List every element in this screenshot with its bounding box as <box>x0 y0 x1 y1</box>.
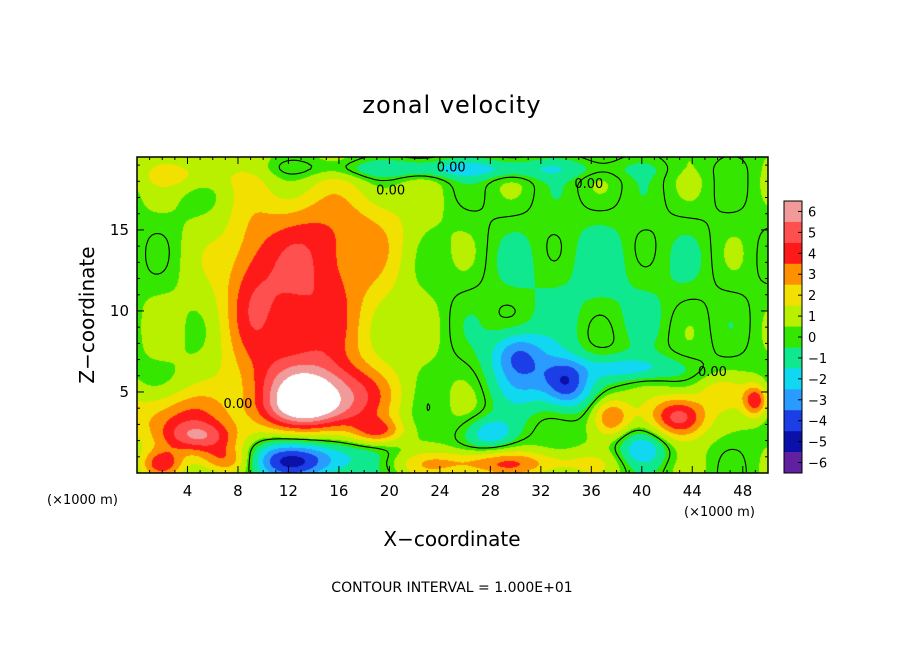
colorbar-label: −4 <box>808 415 827 430</box>
zero-contour <box>145 156 768 473</box>
colorbar-swatch <box>784 389 802 411</box>
x-tick-label: 16 <box>329 482 348 500</box>
zero-contour-lines <box>145 156 768 473</box>
x-tick-label: 28 <box>481 482 500 500</box>
colorbar-swatch <box>784 284 802 306</box>
colorbar-swatch <box>784 242 802 265</box>
colorbar-label: 4 <box>808 247 816 262</box>
x-axis-title: X−coordinate <box>383 527 520 551</box>
plot-area: 0.00 0.00 0.00 0.00 0.00 <box>136 156 769 474</box>
x-tick-label: 40 <box>632 482 651 500</box>
x-tick-label: 32 <box>531 482 550 500</box>
contour-label: 0.00 <box>223 397 252 412</box>
colorbar-swatch <box>784 263 802 285</box>
contour-label: 0.00 <box>437 161 466 176</box>
contour-interval-note: CONTOUR INTERVAL = 1.000E+01 <box>331 580 572 596</box>
contour-labels: 0.00 0.00 0.00 0.00 0.00 <box>223 161 726 413</box>
colorbar-label: −2 <box>808 373 827 388</box>
x-tick-label: 44 <box>683 482 702 500</box>
colorbar-label: −1 <box>808 352 827 367</box>
colorbar-label: −5 <box>808 436 827 451</box>
colorbar: 6 5 4 3 2 1 0 −1 −2 −3 −4 −5 −6 <box>783 200 827 474</box>
x-tick-label: 48 <box>733 482 752 500</box>
colorbar-label: −6 <box>808 457 827 472</box>
colorbar-label: −3 <box>808 394 827 409</box>
x-tick-label: 20 <box>380 482 399 500</box>
colorbar-label: 1 <box>808 310 816 325</box>
colorbar-swatch <box>784 221 802 244</box>
contour-label: 0.00 <box>698 365 727 380</box>
y-axis-unit: (×1000 m) <box>47 493 118 508</box>
contour-label: 0.00 <box>376 183 405 198</box>
colorbar-swatch <box>784 305 802 327</box>
x-tick-label: 12 <box>279 482 298 500</box>
y-axis-ticks: 5 10 15 <box>110 164 768 458</box>
colorbar-swatch <box>784 431 802 453</box>
y-tick-label: 10 <box>110 302 129 320</box>
colorbar-swatch <box>784 452 802 474</box>
colorbar-swatch <box>784 326 802 348</box>
y-tick-label: 15 <box>110 221 129 239</box>
x-axis-ticks: 4 8 12 16 20 24 28 32 36 40 44 48 <box>149 157 756 500</box>
colorbar-label: 2 <box>808 289 816 304</box>
x-tick-label: 4 <box>183 482 193 500</box>
x-tick-label: 36 <box>582 482 601 500</box>
y-tick-label: 5 <box>119 383 129 401</box>
contour-label: 0.00 <box>574 177 603 192</box>
colorbar-label: 6 <box>808 205 816 220</box>
colorbar-label: 0 <box>808 331 816 346</box>
chart-title: zonal velocity <box>362 91 541 119</box>
colorbar-label: 5 <box>808 226 816 241</box>
velocity-field <box>137 157 768 473</box>
y-axis-title: Z−coordinate <box>75 246 99 383</box>
x-tick-label: 8 <box>233 482 243 500</box>
colorbar-label: 3 <box>808 268 816 283</box>
colorbar-swatch <box>784 201 802 223</box>
x-axis-unit: (×1000 m) <box>684 505 755 520</box>
colorbar-swatch <box>784 410 802 432</box>
x-tick-label: 24 <box>430 482 449 500</box>
colorbar-swatch <box>784 368 802 390</box>
colorbar-swatch <box>784 347 802 369</box>
